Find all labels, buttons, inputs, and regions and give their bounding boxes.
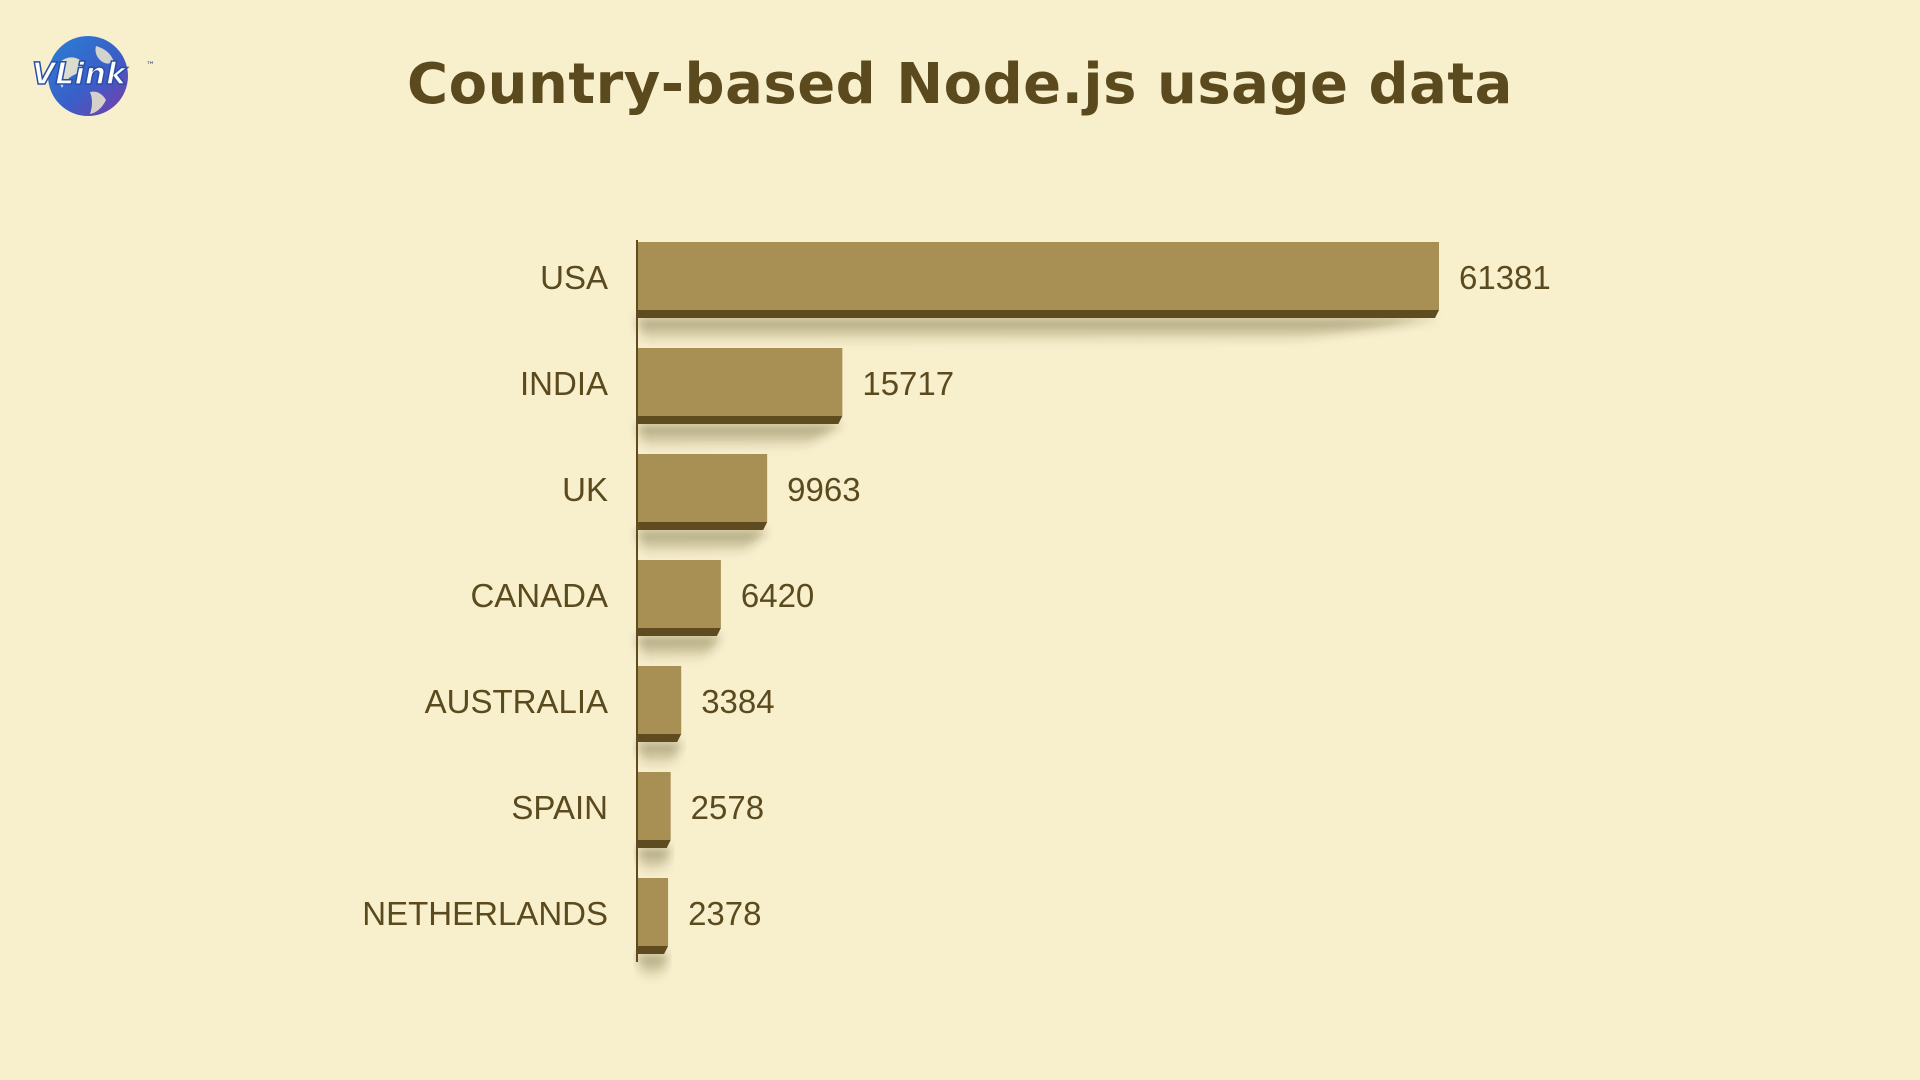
bar-shadow (637, 636, 721, 662)
category-label: INDIA (520, 365, 608, 402)
bar-australia (637, 666, 682, 734)
bar-shadow (637, 424, 843, 450)
bar-edge (637, 522, 768, 530)
bar-edge (637, 734, 682, 742)
bar-edge (637, 946, 669, 954)
value-label: 61381 (1459, 259, 1551, 296)
bar-edge (637, 840, 671, 848)
bar-uk (637, 454, 768, 522)
bar-usa (637, 242, 1439, 310)
bar-canada (637, 560, 721, 628)
logo-text: VLink (32, 57, 128, 92)
category-label: AUSTRALIA (425, 683, 608, 720)
value-label: 9963 (787, 471, 860, 508)
category-label: CANADA (470, 577, 608, 614)
vlink-logo: VLink ™ (31, 36, 155, 116)
logo-trademark: ™ (146, 61, 155, 71)
value-label: 2578 (691, 789, 764, 826)
bar-india (637, 348, 843, 416)
value-label: 15717 (862, 365, 954, 402)
bar-shadow (637, 742, 682, 768)
bar-spain (637, 772, 671, 840)
bar-edge (637, 310, 1439, 318)
category-label: USA (540, 259, 608, 296)
bar-shadow (637, 954, 669, 980)
bar-edge (637, 416, 843, 424)
bar-netherlands (637, 878, 669, 946)
bar-shadow (637, 318, 1439, 344)
bar-edge (637, 628, 721, 636)
bar-shadow (637, 530, 768, 556)
category-label: UK (562, 471, 608, 508)
bar-shadow (637, 848, 671, 874)
category-label: NETHERLANDS (362, 895, 608, 932)
value-label: 3384 (701, 683, 774, 720)
value-label: 6420 (741, 577, 814, 614)
chart-title: Country-based Node.js usage data (407, 52, 1513, 117)
value-label: 2378 (688, 895, 761, 932)
category-label: SPAIN (511, 789, 608, 826)
